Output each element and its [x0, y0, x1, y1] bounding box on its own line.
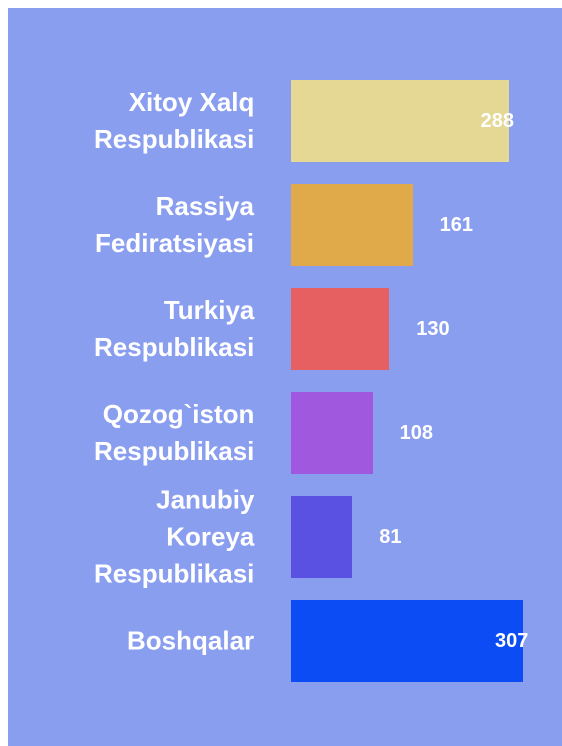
category-label: Xitoy Xalq Respublikasi: [94, 87, 255, 154]
bar: [291, 496, 353, 578]
value-label: 108: [399, 422, 433, 444]
bar: [291, 288, 390, 370]
value-label: 161: [439, 214, 474, 236]
bar: [291, 600, 523, 682]
category-label: Boshqalar: [127, 625, 255, 656]
value-label: 81: [379, 526, 402, 548]
category-label: Rassiya Fediratsiyasi: [95, 191, 254, 258]
category-label: Turkiya Respublikasi: [94, 295, 255, 362]
bar: [291, 184, 413, 266]
value-label: 307: [495, 630, 529, 652]
value-label: 130: [416, 318, 450, 340]
category-label: Janubiy Koreya Respublikasi: [94, 484, 255, 589]
bar: [291, 392, 373, 474]
chart: Xitoy Xalq Respublikasi 288 Rassiya Fedira…: [8, 8, 562, 746]
bar: [291, 80, 509, 162]
value-label: 288: [480, 110, 515, 132]
category-label: Qozog`iston Respublikasi: [94, 399, 255, 466]
